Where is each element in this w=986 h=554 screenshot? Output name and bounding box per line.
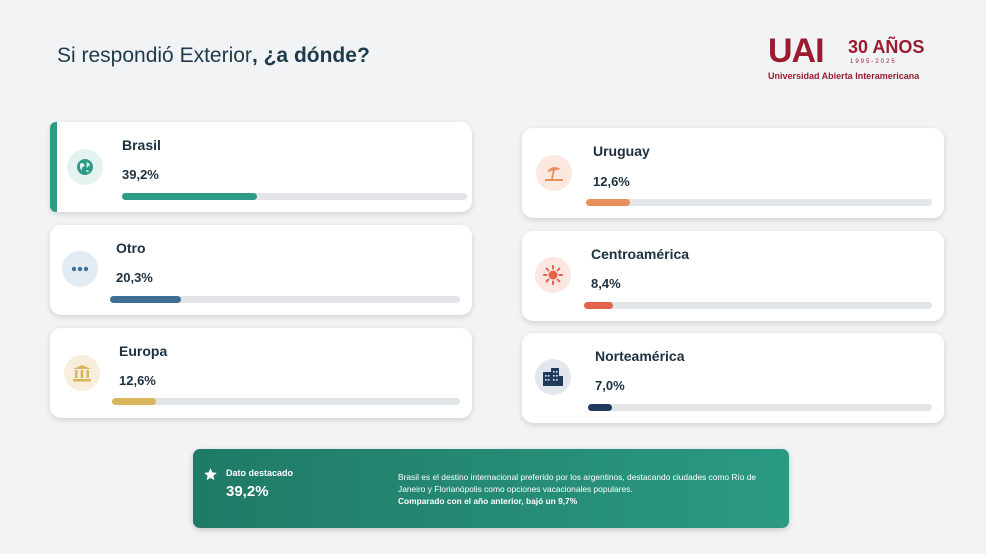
destination-value: 12,6% <box>593 174 630 189</box>
progress-fill <box>122 193 258 200</box>
destination-card-uruguay: Uruguay 12,6% <box>522 128 944 218</box>
highlight-label: Dato destacado <box>226 468 294 478</box>
uai-logo: UAI 30 AÑOS 1995-2025 Universidad Abiert… <box>768 32 948 82</box>
umbrella-beach-icon <box>536 155 572 191</box>
highlight-box: Dato destacado 39,2% Brasil es el destin… <box>193 449 789 528</box>
destination-card-centroamerica: Centroamérica 8,4% <box>522 231 944 321</box>
destination-card-europa: Europa 12,6% <box>50 328 472 418</box>
progress-bar <box>122 193 467 200</box>
progress-fill <box>588 404 613 411</box>
city-icon <box>535 359 571 395</box>
sun-icon <box>535 257 571 293</box>
destination-value: 7,0% <box>595 378 625 393</box>
highlight-value: 39,2% <box>226 483 269 500</box>
destination-label: Brasil <box>122 137 161 153</box>
destination-label: Otro <box>116 240 146 256</box>
progress-fill <box>110 296 182 303</box>
progress-fill <box>586 199 630 206</box>
destination-value: 20,3% <box>116 270 153 285</box>
landmark-icon <box>64 355 100 391</box>
page-title: Si respondió Exterior, ¿a dónde? <box>57 44 370 68</box>
logo-years: 30 AÑOS <box>848 37 925 57</box>
destination-value: 12,6% <box>119 373 156 388</box>
destination-card-norteamerica: Norteamérica 7,0% <box>522 333 944 423</box>
destination-value: 39,2% <box>122 167 159 182</box>
destination-label: Centroamérica <box>591 246 690 262</box>
more-icon <box>62 251 98 287</box>
destination-card-brasil: Brasil 39,2% <box>50 122 472 212</box>
progress-fill <box>584 302 614 309</box>
title-prefix: Si respondió Exterior <box>57 44 252 67</box>
destination-value: 8,4% <box>591 276 621 291</box>
destination-label: Europa <box>119 343 168 359</box>
progress-fill <box>112 398 156 405</box>
progress-bar <box>584 302 932 309</box>
progress-bar <box>588 404 932 411</box>
logo-name: Universidad Abierta Interamericana <box>768 71 920 81</box>
destination-label: Uruguay <box>593 143 650 159</box>
highlight-note: Comparado con el año anterior, bajó un 9… <box>398 496 578 506</box>
logo-mark: UAI <box>768 32 825 70</box>
progress-bar <box>586 199 932 206</box>
globe-icon <box>67 149 103 185</box>
progress-bar <box>110 296 460 303</box>
title-question: , ¿a dónde? <box>251 44 370 67</box>
logo-range: 1995-2025 <box>850 59 897 65</box>
destination-label: Norteamérica <box>595 348 685 364</box>
star-icon <box>203 467 218 487</box>
progress-bar <box>112 398 460 405</box>
highlight-description: Brasil es el destino internacional prefe… <box>398 472 757 494</box>
destination-card-otro: Otro 20,3% <box>50 225 472 315</box>
